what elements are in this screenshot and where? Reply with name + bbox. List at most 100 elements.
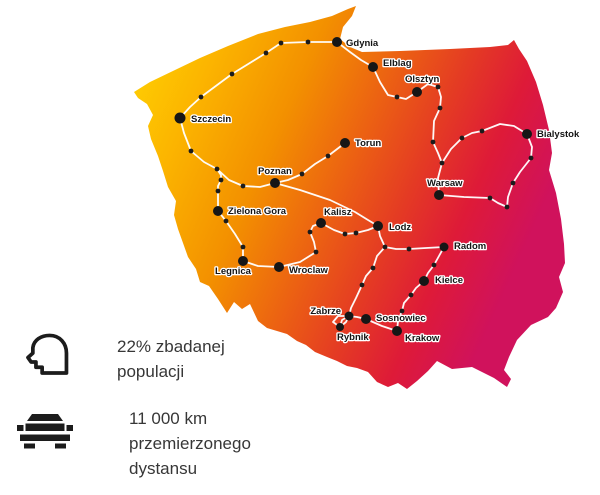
route-waypoint-dot (325, 153, 331, 159)
car-front-icon (17, 414, 73, 449)
route-line (242, 260, 280, 268)
route-line (377, 225, 445, 250)
city-label-zabrze: Zabrze (310, 306, 341, 317)
city-dot-gdynia (332, 37, 342, 47)
route-waypoint-dot (198, 94, 204, 100)
stat-line: 22% zbadanej (117, 337, 225, 356)
city-label-lodz: Lodz (389, 222, 411, 233)
stat-population: 22% zbadanej populacji (24, 330, 225, 384)
route-waypoint-dot (459, 135, 465, 141)
route-waypoint-dot (394, 94, 400, 100)
city-label-poznan: Poznan (258, 166, 292, 177)
route-line (372, 66, 418, 100)
route-waypoint-dot (353, 230, 359, 236)
route-line (396, 280, 425, 332)
city-dot-rybnik (336, 323, 344, 331)
route-line (274, 142, 346, 184)
city-dot-zabrze (344, 311, 354, 321)
city-dot-szczecin (174, 112, 186, 124)
city-label-zielona-gora: Zielona Gora (228, 206, 287, 217)
route-line (416, 83, 443, 196)
route-line (274, 182, 379, 227)
city-label-warsaw: Warsaw (427, 178, 463, 189)
city-label-wroclaw: Wroclaw (289, 265, 329, 276)
city-dot-kalisz (316, 218, 326, 228)
stat-population-text: 22% zbadanej populacji (117, 334, 225, 384)
route-waypoint-dot (307, 229, 313, 235)
city-label-olsztyn: Olsztyn (405, 74, 440, 85)
route-waypoint-dot (240, 244, 246, 250)
city-dot-sosnowiec (361, 314, 371, 324)
city-label-elblag: Elblag (383, 58, 412, 69)
route-waypoint-dot (342, 231, 348, 237)
city-label-krakow: Krakow (405, 333, 440, 344)
stat-distance: 11 000 km przemierzonego dystansu (17, 409, 251, 481)
route-waypoint-dot (299, 171, 305, 177)
city-label-bialystok: Bialystok (537, 129, 580, 140)
city-label-legnica: Legnica (215, 266, 252, 277)
city-dot-olsztyn (412, 87, 422, 97)
route-waypoint-dot (510, 180, 516, 186)
route-waypoint-dot (305, 39, 311, 45)
city-label-szczecin: Szczecin (191, 114, 231, 125)
route-waypoint-dot (431, 262, 437, 268)
route-waypoint-dot (214, 166, 220, 172)
city-label-kalisz: Kalisz (324, 207, 352, 218)
route-waypoint-dot (188, 148, 194, 154)
route-waypoint-dot (439, 160, 445, 166)
stat-line: populacji (117, 362, 185, 381)
city-label-radom: Radom (454, 241, 486, 252)
stat-line: 11 000 km (129, 409, 208, 428)
head-profile-icon (26, 333, 69, 375)
route-waypoint-dot (215, 188, 221, 194)
city-dot-legnica (238, 256, 248, 266)
city-label-torun: Torun (355, 138, 381, 149)
route-waypoint-dot (278, 40, 284, 46)
city-label-kielce: Kielce (435, 275, 463, 286)
route-waypoint-dot (223, 218, 229, 224)
route-waypoint-dot (263, 50, 269, 56)
route-waypoint-dot (218, 177, 224, 183)
route-waypoint-dot (430, 139, 436, 145)
city-dot-bialystok (522, 129, 532, 139)
route-line (438, 133, 533, 208)
city-label-rybnik: Rybnik (337, 332, 369, 343)
route-waypoint-dot (370, 265, 376, 271)
route-waypoint-dot (382, 244, 388, 250)
route-waypoint-dot (435, 84, 441, 90)
route-waypoint-dot (359, 282, 365, 288)
city-dot-radom (439, 242, 449, 252)
city-dot-krakow (392, 326, 402, 336)
route-waypoint-dot (399, 308, 405, 314)
city-dot-warsaw (434, 190, 444, 200)
route-waypoint-dot (487, 195, 493, 201)
route-line (336, 41, 374, 68)
route-waypoint-dot (437, 105, 443, 111)
route-waypoint-dot (504, 204, 510, 210)
route-waypoint-dot (408, 292, 414, 298)
city-dot-elblag (368, 62, 378, 72)
route-waypoint-dot (313, 249, 319, 255)
route-waypoint-dot (229, 71, 235, 77)
route-waypoint-dot (528, 155, 534, 161)
route-line (278, 222, 322, 268)
city-label-gdynia: Gdynia (346, 38, 379, 49)
route-line (320, 222, 379, 235)
route-line (179, 41, 338, 119)
route-line (441, 123, 528, 164)
city-dot-torun (340, 138, 350, 148)
route-waypoint-dot (479, 128, 485, 134)
route-waypoints (188, 39, 534, 314)
route-line (348, 246, 386, 317)
stat-line: przemierzonego (129, 434, 251, 453)
route-waypoint-dot (406, 246, 412, 252)
city-dot-poznan (270, 178, 280, 188)
city-dot-zielona-gora (213, 206, 223, 216)
city-dot-lodz (373, 221, 383, 231)
stat-distance-text: 11 000 km przemierzonego dystansu (129, 406, 251, 481)
city-dot-kielce (419, 276, 429, 286)
city-label-sosnowiec: Sosnowiec (376, 313, 426, 324)
route-line (332, 315, 350, 328)
